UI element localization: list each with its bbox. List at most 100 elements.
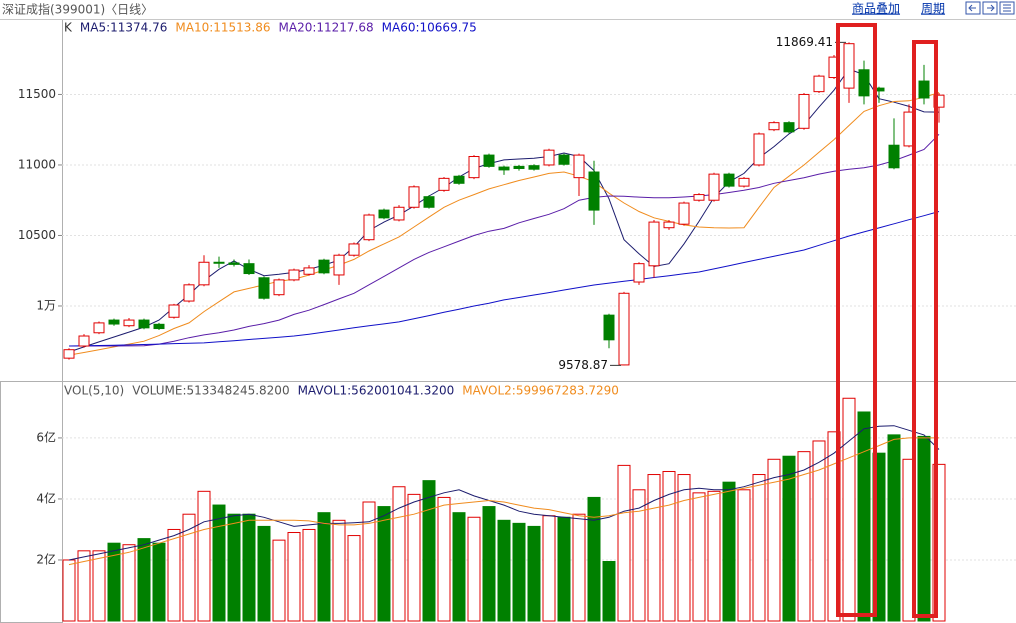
volume-bar — [137, 538, 151, 622]
candle-body — [273, 279, 285, 296]
legend-label: VOL(5,10) — [64, 384, 124, 398]
volume-bar — [362, 501, 376, 622]
legend-entry: MA20:11217.68 — [279, 21, 374, 35]
candle-body — [678, 202, 690, 225]
volume-bar — [77, 550, 91, 622]
candle-body — [843, 43, 855, 89]
candle-body — [333, 254, 345, 276]
annotation-label: 11869.41 — [776, 35, 833, 49]
volume-bar — [497, 519, 511, 622]
volume-bar — [542, 515, 556, 622]
volume-bar — [662, 470, 676, 622]
volume-bar — [182, 513, 196, 622]
overlay-button[interactable]: 商品叠加 — [852, 1, 900, 16]
candle-body — [633, 263, 645, 283]
candle-body — [318, 259, 330, 274]
candle-body — [108, 319, 120, 325]
volume-bar — [242, 513, 256, 622]
candle-body — [558, 154, 570, 165]
candle-body — [648, 221, 660, 267]
ma-line — [69, 133, 940, 347]
candle-body — [513, 165, 525, 169]
volume-bar — [587, 496, 601, 622]
candle-body — [408, 186, 420, 208]
nav-zoom[interactable] — [999, 1, 1015, 15]
candle-body — [693, 194, 705, 201]
candle-body — [813, 75, 825, 93]
period-button[interactable]: 周期 — [921, 2, 945, 16]
candle-body — [918, 80, 930, 99]
volume-bar — [812, 440, 826, 622]
legend-entry: MAVOL1:562001041.3200 — [298, 384, 455, 398]
candle-body — [198, 261, 210, 286]
volume-bar — [722, 481, 736, 622]
candle-body — [303, 267, 315, 275]
legend-entry: MA60:10669.75 — [382, 21, 477, 35]
volume-bar — [857, 411, 871, 622]
nav-left[interactable] — [965, 1, 981, 15]
volume-bar — [317, 512, 331, 622]
legend-entry: MAVOL2:599967283.7290 — [462, 384, 619, 398]
volume-bar — [737, 489, 751, 622]
candle-body — [363, 214, 375, 241]
nav-right[interactable] — [982, 1, 998, 15]
nav-left-arrow — [968, 4, 976, 12]
candle-body — [213, 261, 225, 264]
y-tick-label: 6亿 — [36, 429, 56, 444]
volume-bar — [707, 490, 721, 622]
candle-body — [168, 304, 180, 318]
volume-bar — [437, 496, 451, 622]
candle-body — [543, 149, 555, 166]
y-tick-label: 11500 — [18, 87, 56, 101]
ma-line — [68, 211, 940, 347]
volume-bar — [62, 559, 76, 622]
y-tick-label: 10500 — [18, 228, 56, 242]
candle-body — [438, 177, 450, 191]
volume-bar — [422, 480, 436, 622]
candle-body — [528, 165, 540, 170]
nav-zoom-lines — [1003, 4, 1011, 12]
volume-bar — [512, 522, 526, 622]
candle-body — [468, 156, 480, 179]
volume-bar — [752, 474, 766, 622]
candle-body — [393, 206, 405, 221]
candle-body — [723, 173, 735, 187]
volume-bar — [887, 434, 901, 622]
candle-body — [738, 177, 750, 187]
volume-bar — [167, 528, 181, 622]
ma-line — [68, 437, 939, 566]
candle-body — [783, 122, 795, 133]
candle-body — [123, 319, 135, 327]
volume-bar — [782, 455, 796, 622]
candle-body — [258, 277, 270, 299]
volume-bar — [197, 490, 211, 622]
legend-entry: MA10:11513.86 — [175, 21, 270, 35]
candle-body — [78, 335, 90, 347]
ma-line — [68, 425, 940, 561]
volume-bar — [122, 544, 136, 622]
volume-bar — [347, 535, 361, 622]
candle-body — [348, 243, 360, 256]
candle-body — [183, 284, 195, 302]
volume-bar — [527, 525, 541, 622]
candle-body — [768, 122, 780, 131]
candle-body — [378, 209, 390, 219]
volume-bar — [452, 512, 466, 622]
annotation-label: 9578.87 — [558, 358, 608, 372]
highlight-box — [836, 23, 877, 617]
volume-bar — [392, 486, 406, 622]
volume-bar — [227, 513, 241, 622]
candle-body — [153, 323, 165, 330]
window-title: 深证成指(399001)〈日线〉 — [2, 2, 153, 17]
volume-bar — [212, 504, 226, 622]
volume-bar — [152, 542, 166, 622]
y-tick-label: 1万 — [36, 298, 56, 312]
candle-body — [858, 69, 870, 97]
candle-body — [888, 144, 900, 169]
candle-body — [753, 133, 765, 166]
candle-body — [63, 349, 75, 359]
candle-body — [288, 269, 300, 281]
volume-bar — [632, 489, 646, 622]
